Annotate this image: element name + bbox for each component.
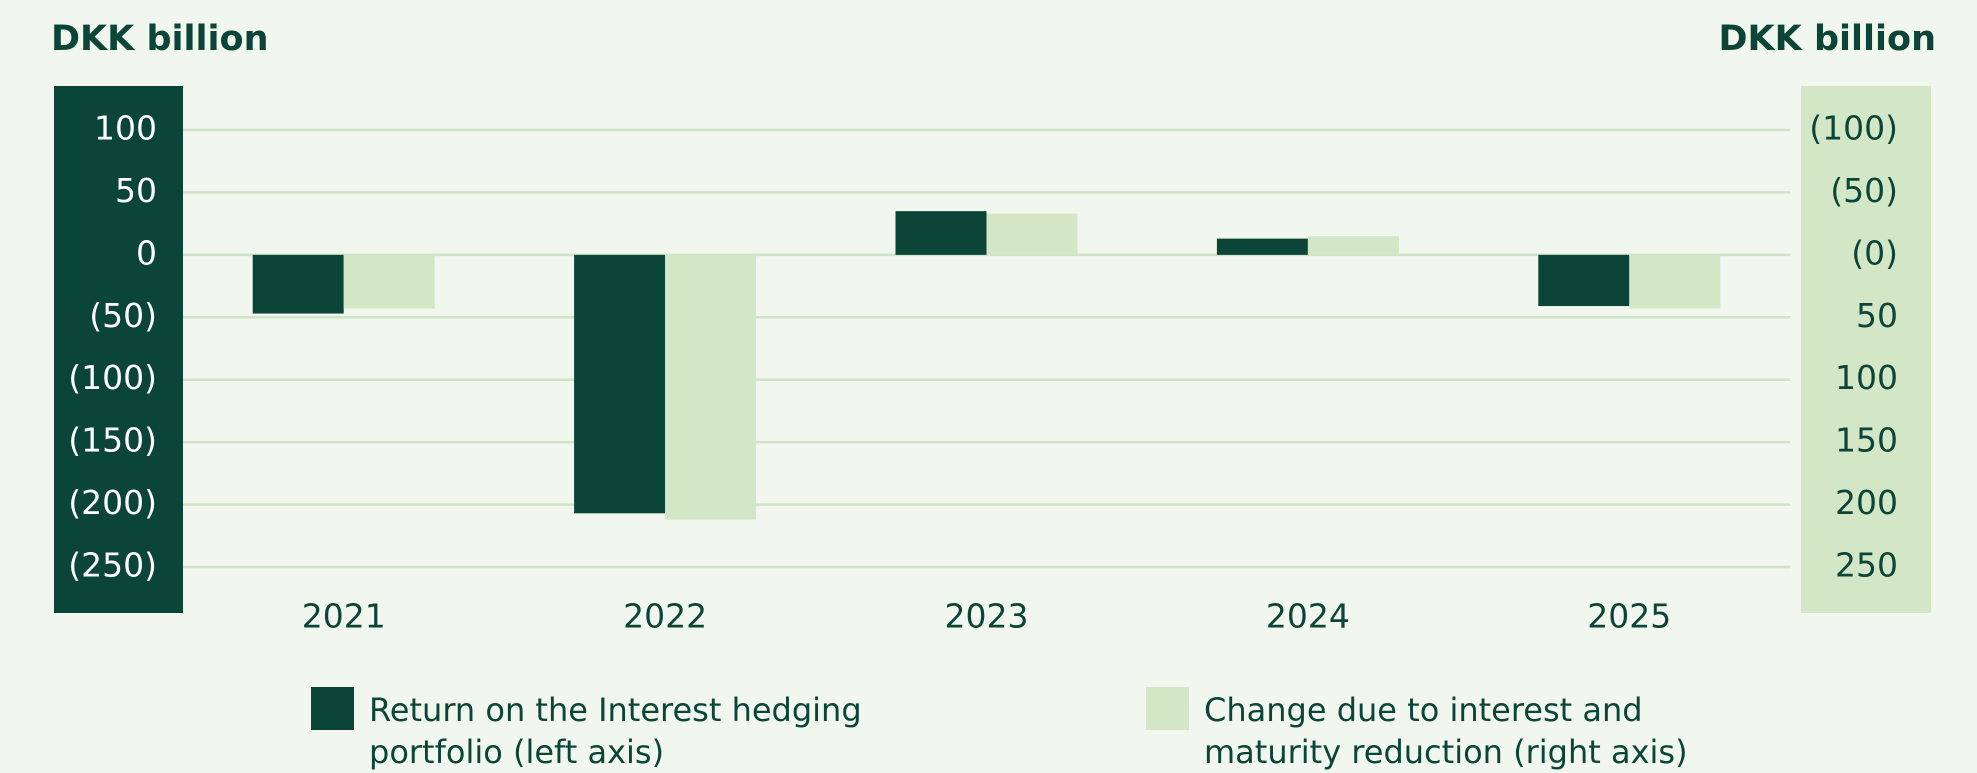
bar <box>1216 238 1308 255</box>
y2-tick-label: (100) <box>1809 109 1898 148</box>
legend-item: Change due to interest and maturity redu… <box>1146 687 1704 773</box>
y2-tick-label: 100 <box>1835 358 1898 397</box>
y-tick-label: (200) <box>68 483 157 522</box>
y2-axis-title: DKK billion <box>1719 19 1937 59</box>
y-tick-label: (250) <box>68 546 157 585</box>
y2-tick-label: 250 <box>1835 546 1898 585</box>
y-tick-label: 50 <box>115 171 157 210</box>
y-axis-title: DKK billion <box>51 19 269 59</box>
y-tick-label: (100) <box>68 358 157 397</box>
y-tick-label: 0 <box>136 233 157 272</box>
left-axis-panel <box>54 86 183 613</box>
y-tick-label: (150) <box>68 421 157 460</box>
bar <box>895 211 987 255</box>
x-tick-label: 2025 <box>1587 597 1671 636</box>
legend-swatch <box>311 687 354 730</box>
y2-tick-label: (50) <box>1830 171 1898 210</box>
y-tick-label: 100 <box>94 109 157 148</box>
bar <box>343 254 435 309</box>
bar <box>1538 254 1630 307</box>
right-axis-panel <box>1801 86 1931 613</box>
y2-tick-label: (0) <box>1851 233 1898 272</box>
legend-swatch <box>1146 687 1189 730</box>
y2-tick-label: 150 <box>1835 421 1898 460</box>
y2-tick-label: 50 <box>1856 296 1898 335</box>
bar <box>574 254 666 514</box>
x-tick-label: 2024 <box>1266 597 1350 636</box>
bar <box>1629 254 1721 309</box>
bar <box>1307 236 1399 255</box>
legend-label: Return on the Interest hedging portfolio… <box>369 691 862 771</box>
x-tick-label: 2023 <box>945 597 1029 636</box>
bar <box>986 213 1078 255</box>
bar <box>252 254 344 314</box>
x-tick-label: 2022 <box>623 597 707 636</box>
x-tick-label: 2021 <box>302 597 386 636</box>
y-tick-label: (50) <box>89 296 157 335</box>
legend-label: Change due to interest and maturity redu… <box>1204 691 1688 771</box>
legend-item: Return on the Interest hedging portfolio… <box>311 687 869 773</box>
y2-tick-label: 200 <box>1835 483 1898 522</box>
bar <box>665 254 757 520</box>
